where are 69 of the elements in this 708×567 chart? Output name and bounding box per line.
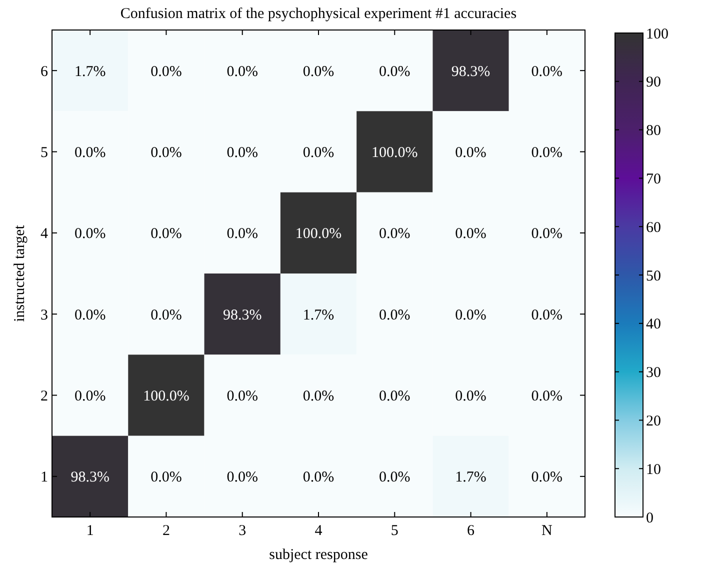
data-label: 0.0% — [455, 145, 486, 161]
color-bar-label: 70 — [646, 171, 661, 188]
y-tick-label: 4 — [40, 226, 48, 242]
data-label: 0.0% — [455, 307, 486, 324]
x-tick-label: 5 — [390, 523, 398, 539]
data-label: 0.0% — [379, 307, 410, 324]
data-label: 0.0% — [455, 226, 486, 242]
data-label: 0.0% — [74, 388, 106, 404]
x-tick-label: 6 — [467, 523, 476, 539]
color-bar-label: 90 — [646, 74, 661, 91]
data-label: 0.0% — [302, 470, 334, 486]
y-tick-label: 1 — [40, 470, 48, 486]
data-label: 0.0% — [531, 307, 563, 324]
x-axis-title: subject response — [269, 547, 368, 563]
color-bar-label: 100 — [646, 26, 668, 42]
data-label: 1.7% — [455, 470, 486, 486]
data-label: 0.0% — [531, 145, 563, 161]
y-axis-title: instructed target — [12, 224, 28, 322]
data-label: 0.0% — [226, 64, 258, 80]
data-label: 0.0% — [379, 388, 410, 404]
chart-title: Confusion matrix of the psychophysical experiment #1 accuracies — [120, 6, 517, 22]
data-label: 1.7% — [302, 307, 334, 324]
data-label: 0.0% — [531, 226, 563, 242]
x-tick-label: N — [542, 523, 553, 539]
color-bar-label: 50 — [646, 268, 661, 284]
data-label: 0.0% — [150, 470, 182, 486]
data-label: 0.0% — [302, 145, 334, 161]
data-label: 0.0% — [226, 388, 258, 404]
data-label: 0.0% — [531, 470, 563, 486]
data-label: 100.0% — [143, 388, 190, 404]
data-label: 0.0% — [379, 470, 410, 486]
data-label: 0.0% — [74, 145, 106, 161]
color-bar-label: 30 — [646, 365, 661, 382]
data-label: 0.0% — [302, 388, 334, 404]
data-label: 0.0% — [74, 226, 106, 242]
data-label: 0.0% — [150, 64, 182, 80]
color-bar-label: 10 — [646, 462, 661, 478]
data-label: 0.0% — [455, 388, 486, 404]
data-label: 0.0% — [150, 226, 182, 242]
y-tick-label: 2 — [40, 388, 48, 404]
color-bar-label: 0 — [646, 510, 654, 526]
data-label: 0.0% — [531, 64, 563, 80]
data-label: 0.0% — [74, 307, 106, 324]
data-label: 0.0% — [150, 307, 182, 324]
color-bar-label: 20 — [646, 413, 661, 430]
data-label: 98.3% — [222, 307, 262, 324]
data-label: 0.0% — [531, 388, 563, 404]
data-label: 98.3% — [451, 64, 490, 80]
x-tick-label: 3 — [238, 523, 246, 539]
y-tick-label: 3 — [40, 307, 48, 324]
color-bar-label: 60 — [646, 220, 661, 236]
color-bar-label: 80 — [646, 123, 661, 140]
data-label: 0.0% — [302, 64, 334, 80]
data-label: 1.7% — [74, 64, 106, 80]
data-label: 0.0% — [226, 145, 258, 161]
color-bar-label: 40 — [646, 316, 661, 333]
data-label: 100.0% — [295, 226, 342, 242]
data-label: 0.0% — [226, 470, 258, 486]
y-tick-label: 6 — [40, 64, 48, 80]
data-label: 100.0% — [372, 145, 418, 161]
data-label: 0.0% — [226, 226, 258, 242]
x-tick-label: 2 — [162, 523, 170, 539]
data-label: 0.0% — [150, 145, 182, 161]
data-label: 0.0% — [379, 64, 410, 80]
x-tick-label: 1 — [86, 523, 94, 539]
y-tick-label: 5 — [40, 145, 48, 161]
data-label: 98.3% — [70, 470, 110, 486]
x-tick-label: 4 — [314, 523, 323, 539]
data-label: 0.0% — [379, 226, 410, 242]
